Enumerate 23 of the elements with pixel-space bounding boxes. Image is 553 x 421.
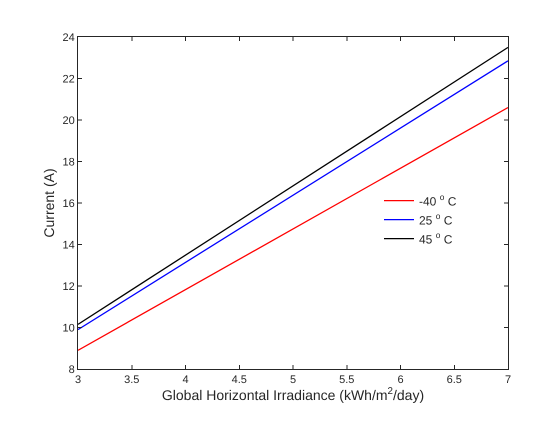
x-tick-label: 5.5	[339, 374, 354, 386]
legend-label: 45 $^{o}$ C	[419, 230, 453, 246]
x-tick-label: 4	[182, 374, 189, 386]
y-tick-label: 24	[62, 32, 75, 44]
legend-label: 25 $^{o}$ C	[419, 211, 453, 228]
x-tick-label: 3.5	[124, 374, 140, 386]
y-tick-label: 20	[62, 114, 75, 127]
x-tick-label: 7	[504, 374, 512, 386]
y-tick-label: 16	[62, 198, 75, 210]
x-tick-label: 4.5	[232, 374, 247, 386]
x-tick-label: 6	[397, 374, 404, 386]
y-tick-label: 22	[62, 73, 75, 86]
y-tick-label: 18	[62, 156, 75, 168]
x-tick-label: 5	[290, 374, 296, 386]
x-tick-label: 3	[74, 374, 82, 386]
y-axis-title: Current (A)	[41, 168, 58, 238]
y-tick-label: 12	[62, 280, 75, 293]
y-tick-label: 10	[62, 322, 75, 334]
x-tick-label: 6.5	[446, 374, 462, 386]
y-tick-label: 14	[62, 239, 75, 252]
x-axis-title: Global Horizontal Irradiance (kWh/m$^{2}$/day)	[162, 386, 424, 404]
y-tick-label: 8	[68, 364, 75, 376]
legend-label: -40 $^{o}$ C	[419, 192, 457, 208]
